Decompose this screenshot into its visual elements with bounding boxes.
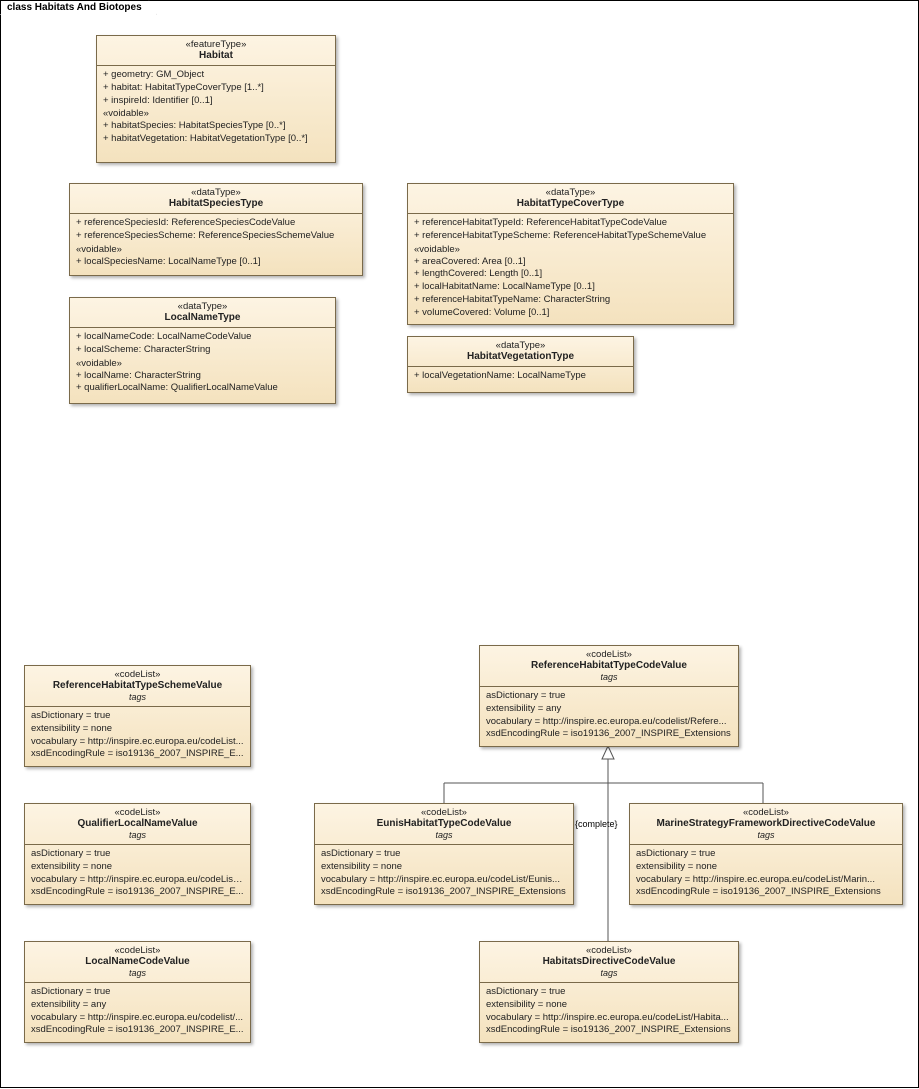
constraint-complete: {complete}	[575, 819, 618, 829]
class-habitat-vegetation-type: «dataType» HabitatVegetationType + local…	[407, 336, 634, 393]
attr: + geometry: GM_Object	[103, 69, 329, 82]
attr: + habitatVegetation: HabitatVegetationTy…	[103, 133, 329, 146]
codelist-eunis: «codeList» EunisHabitatTypeCodeValue tag…	[314, 803, 574, 905]
attr: + habitatSpecies: HabitatSpeciesType [0.…	[103, 120, 329, 133]
frame-title: class Habitats And Biotopes	[7, 2, 142, 13]
stereo: «featureType»	[101, 39, 331, 50]
codelist-local-name-code-value: «codeList» LocalNameCodeValue tags asDic…	[24, 941, 251, 1043]
title: Habitat	[101, 50, 331, 61]
codelist-ref-hab-scheme-value: «codeList» ReferenceHabitatTypeSchemeVal…	[24, 665, 251, 767]
frame-title-tab: class Habitats And Biotopes	[0, 0, 157, 15]
attr: + habitat: HabitatTypeCoverType [1..*]	[103, 82, 329, 95]
class-local-name-type: «dataType» LocalNameType + localNameCode…	[69, 297, 336, 404]
voidable-label: «voidable»	[103, 107, 329, 120]
diagram-frame: class Habitats And Biotopes {complete} «…	[0, 0, 919, 1088]
codelist-habitats-directive: «codeList» HabitatsDirectiveCodeValue ta…	[479, 941, 739, 1043]
class-habitat-species-type: «dataType» HabitatSpeciesType + referenc…	[69, 183, 363, 276]
attr: + inspireId: Identifier [0..1]	[103, 95, 329, 108]
codelist-marine: «codeList» MarineStrategyFrameworkDirect…	[629, 803, 903, 905]
class-habitat: «featureType» Habitat + geometry: GM_Obj…	[96, 35, 336, 163]
class-habitat-type-cover-type: «dataType» HabitatTypeCoverType + refere…	[407, 183, 734, 325]
codelist-ref-hab-code-value: «codeList» ReferenceHabitatTypeCodeValue…	[479, 645, 739, 747]
connectors-svg	[1, 1, 919, 1089]
codelist-qualifier-local-name-value: «codeList» QualifierLocalNameValue tags …	[24, 803, 251, 905]
